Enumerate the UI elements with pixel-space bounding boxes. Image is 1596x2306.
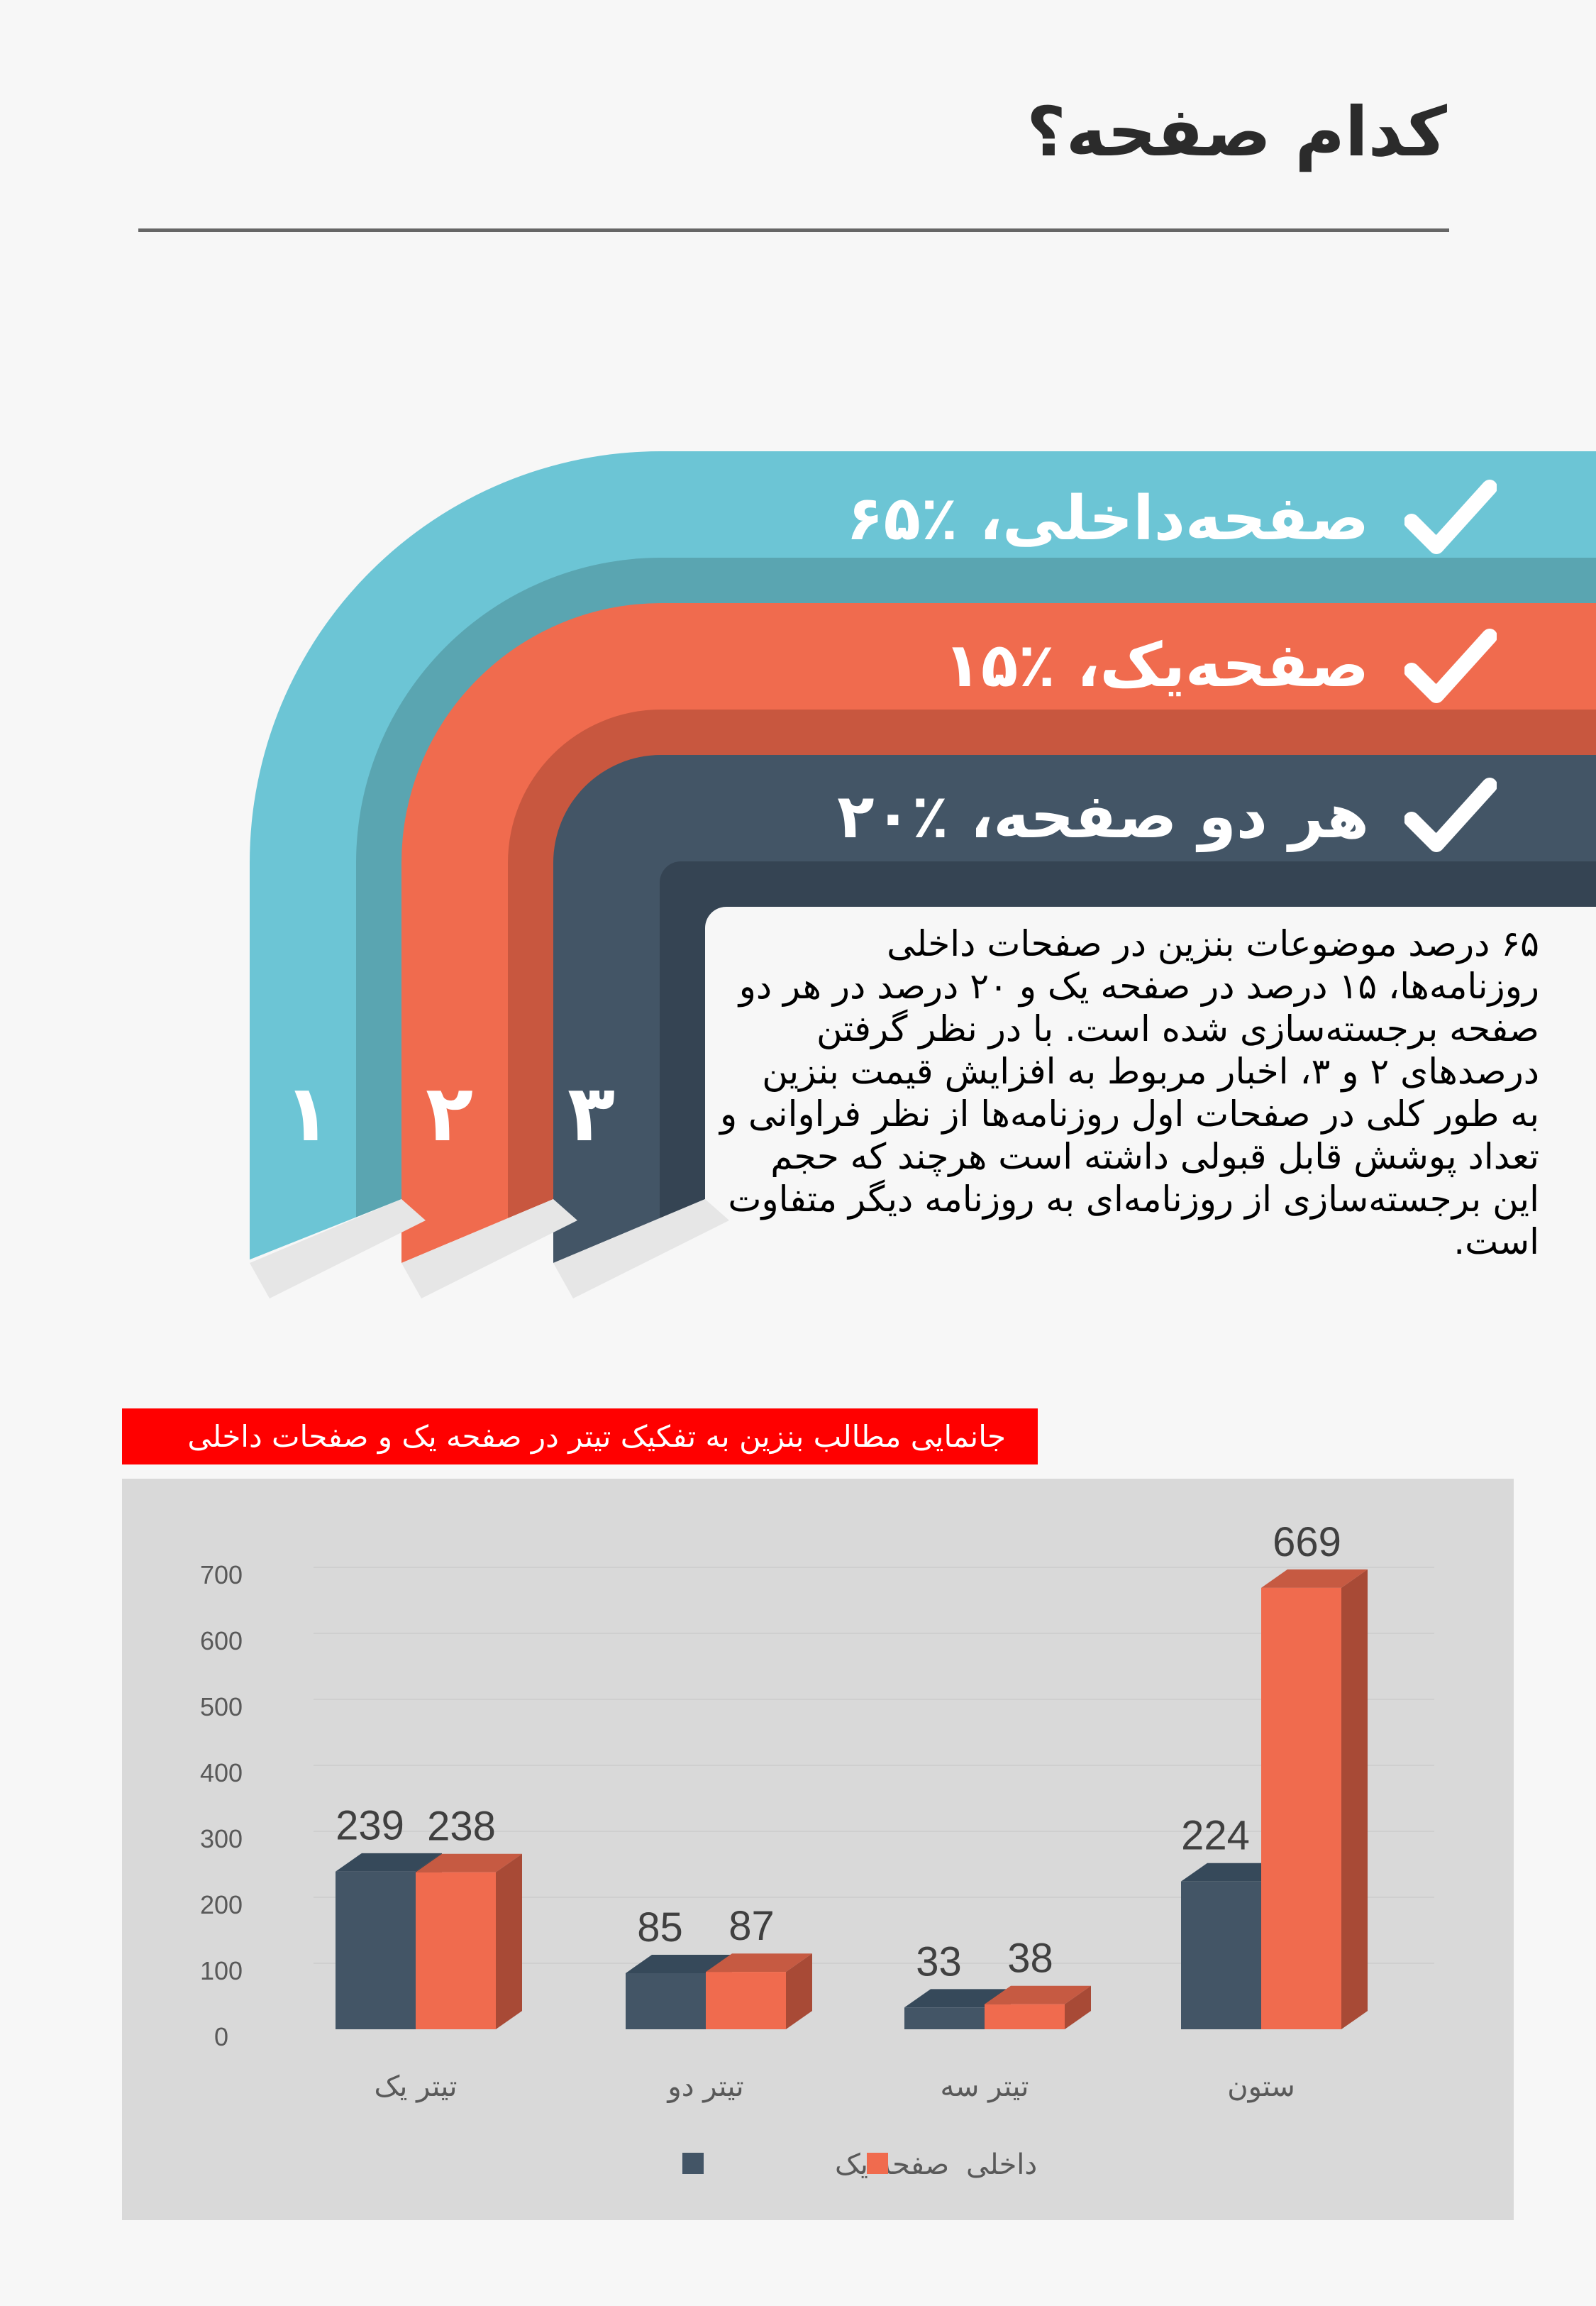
chart-title: جانمایی مطالب بنزین به تفکیک تیتر در صفح… — [122, 1408, 1038, 1464]
paragraph-line: به طور کلی در صفحات اول روزنامه‌ها از نظ… — [719, 1093, 1539, 1135]
bar-top — [985, 1985, 1091, 2004]
bar-side — [1341, 1569, 1368, 2029]
summary-paragraph: ۶۵ درصد موضوعات بنزین در صفحات داخلی روز… — [719, 922, 1539, 1263]
paragraph-line: تعداد پوشش قابل قبولی داشته است هرچند که… — [770, 1136, 1539, 1177]
check-icon — [1404, 629, 1497, 703]
paragraph-line: این برجسته‌سازی از روزنامه‌ای به روزنامه… — [728, 1179, 1539, 1220]
category-label: تیتر یک — [375, 2070, 458, 2103]
paragraph-line: ۶۵ درصد موضوعات بنزین در صفحات داخلی — [887, 923, 1539, 964]
data-label: 87 — [728, 1903, 775, 1949]
bar-top — [904, 1989, 1011, 2008]
data-label: 38 — [1007, 1936, 1053, 1982]
check-icon — [1404, 778, 1497, 852]
y-tick-label: 300 — [200, 1824, 243, 1853]
data-label: 238 — [427, 1804, 496, 1850]
bar-front-page — [1181, 1881, 1261, 2029]
bar-top — [416, 1853, 522, 1872]
y-tick-label: 200 — [200, 1890, 243, 1919]
paragraph-line: صفحه برجسته‌سازی شده است. با در نظر گرفت… — [816, 1008, 1539, 1049]
legend-label: داخلی — [966, 2148, 1037, 2181]
bar-inner-pages — [1261, 1587, 1341, 2029]
data-label: 85 — [637, 1904, 683, 1951]
legend-swatch — [867, 2153, 888, 2174]
paragraph-line: درصدهای ۲ و ۳، اخبار مربوط به افزایش قیم… — [762, 1051, 1539, 1092]
chart-panel: 0 100 200 300 400 500 600 700 239 238 تیتر یک 85 87 ت… — [122, 1479, 1514, 2220]
ribbon-graphic — [250, 451, 1596, 1348]
y-tick-label: 700 — [200, 1560, 243, 1589]
ribbon-inner-background — [705, 907, 1596, 1348]
bar-side — [786, 1953, 812, 2029]
category-label: تیتر سه — [940, 2070, 1029, 2103]
y-tick-label: 500 — [200, 1692, 243, 1721]
bar-chart: 0 100 200 300 400 500 600 700 239 238 تیتر یک 85 87 ت… — [200, 1519, 1434, 2181]
paragraph-line: است. — [1453, 1221, 1539, 1262]
ribbon-number-3: ۳ — [567, 1068, 616, 1159]
category-label: ستون — [1227, 2070, 1295, 2103]
bar-inner-pages — [416, 1872, 496, 2029]
data-label: 33 — [916, 1938, 962, 1985]
ribbon-shadow — [401, 1199, 577, 1298]
y-tick-label: 400 — [200, 1758, 243, 1787]
check-icon — [1404, 480, 1497, 554]
y-tick-label: 600 — [200, 1626, 243, 1655]
bar-top — [1181, 1863, 1287, 1882]
ribbon-label-front-page: صفحه‌یک، ٪۱۵ — [943, 630, 1369, 701]
bar-top — [336, 1853, 442, 1872]
category-label: تیتر دو — [666, 2070, 743, 2103]
y-tick-label: 0 — [214, 2022, 228, 2051]
data-label: 224 — [1181, 1813, 1250, 1859]
bar-top — [706, 1953, 812, 1973]
bar-inner-pages — [706, 1972, 786, 2029]
paragraph-line: روزنامه‌ها، ۱۵ درصد در صفحه یک و ۲۰ درصد… — [738, 966, 1539, 1007]
bar-top — [1261, 1569, 1368, 1588]
bar-side — [496, 1853, 522, 2029]
bar-front-page — [336, 1871, 416, 2029]
bar-front-page — [904, 2007, 985, 2029]
y-tick-label: 100 — [200, 1956, 243, 1985]
bar-top — [626, 1955, 732, 1973]
ribbon-label-both-pages: هر دو صفحه، ٪۲۰ — [837, 781, 1369, 852]
data-label: 239 — [336, 1803, 404, 1849]
bar-side — [1065, 1985, 1091, 2029]
legend-label: صفحه یک — [835, 2148, 949, 2181]
ribbon-shadow — [553, 1199, 729, 1298]
ribbon-shadow — [250, 1199, 426, 1298]
bar-front-page — [626, 1973, 706, 2029]
ribbon-number-2: ۲ — [426, 1068, 474, 1159]
ribbon-number-1: ۱ — [284, 1068, 332, 1159]
data-label: 669 — [1273, 1519, 1341, 1565]
bar-inner-pages — [985, 2004, 1065, 2029]
title-divider — [138, 228, 1449, 232]
page-title: کدام صفحه؟ — [1026, 92, 1447, 172]
legend-swatch — [682, 2153, 704, 2174]
ribbon-label-inner-pages: صفحه‌داخلی، ٪۶۵ — [846, 483, 1369, 554]
